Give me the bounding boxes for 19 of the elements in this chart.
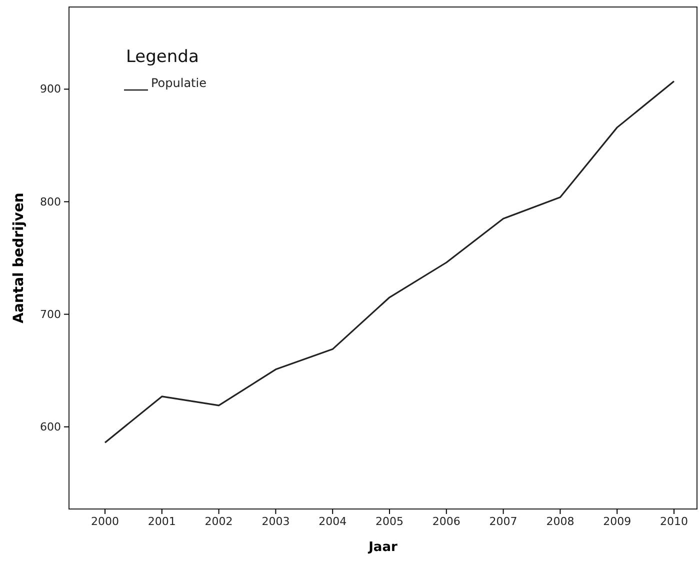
x-axis-title: Jaar xyxy=(368,540,398,555)
y-tick-label: 600 xyxy=(40,420,61,434)
x-tick-label: 2008 xyxy=(546,514,574,528)
y-tick-label: 900 xyxy=(40,82,61,96)
x-tick-label: 2010 xyxy=(660,514,688,528)
x-tick-label: 2001 xyxy=(148,514,176,528)
x-tick-label: 2003 xyxy=(262,514,290,528)
legend-label: Populatie xyxy=(151,76,206,90)
x-tick-label: 2009 xyxy=(603,514,632,528)
x-tick-label: 2007 xyxy=(489,514,518,528)
y-tick-label: 700 xyxy=(40,308,61,321)
y-tick-label: 800 xyxy=(40,195,61,208)
y-axis-title: Aantal bedrijven xyxy=(11,192,27,324)
x-tick-label: 2004 xyxy=(318,514,347,528)
x-tick-label: 2005 xyxy=(376,514,404,528)
x-tick-label: 2002 xyxy=(204,514,233,528)
x-tick-label: 2000 xyxy=(91,514,119,528)
x-tick-label: 2006 xyxy=(432,514,460,528)
legend-title: Legenda xyxy=(126,47,199,67)
